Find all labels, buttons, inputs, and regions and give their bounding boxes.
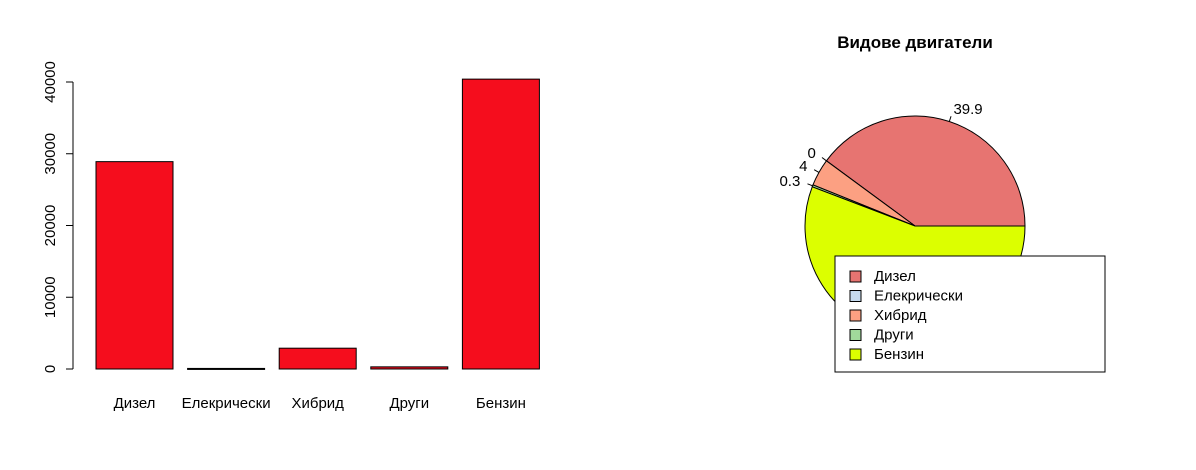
bar-series: [95, 78, 540, 370]
bar-chart: 0 10000 20000 30000 40000 Дизел Елекрически Хи…: [42, 61, 540, 412]
legend-swatch: [849, 348, 862, 361]
slice-label-leader: [948, 116, 952, 122]
y-tick-label: 0: [42, 365, 59, 373]
x-category-label: Хибрид: [291, 395, 344, 412]
bar-y-axis: 0 10000 20000 30000 40000: [42, 61, 74, 373]
legend-label: Елекрически: [874, 288, 963, 305]
y-tick-label: 30000: [42, 133, 59, 175]
legend-swatch: [849, 309, 862, 322]
legend-label: Дизел: [874, 268, 916, 285]
legend-swatch: [849, 270, 862, 283]
y-tick-label: 10000: [42, 276, 59, 318]
pie-slice-label: 0.3: [779, 173, 800, 190]
bar: [370, 366, 449, 370]
x-category-label: Други: [389, 395, 429, 412]
pie-chart: Видове двигатели 39.9 040.3 Дизел Елекриче…: [779, 33, 1106, 373]
legend-label: Други: [874, 327, 914, 344]
x-category-label: Елекрически: [182, 395, 271, 412]
pie-title: Видове двигатели: [837, 33, 993, 52]
legend-label: Хибрид: [874, 307, 927, 324]
pie-legend: Дизел Елекрически Хибрид Други Бензин: [834, 255, 1106, 373]
pie-slice-labels: 39.9 040.3: [779, 101, 982, 190]
legend-box: [834, 255, 1106, 373]
x-category-label: Бензин: [476, 395, 526, 412]
x-category-label: Дизел: [114, 395, 156, 412]
pie-slice-label: 0: [807, 145, 815, 162]
bar: [187, 367, 266, 370]
y-tick-label: 20000: [42, 205, 59, 247]
slice-label-leader: [813, 169, 820, 173]
pie-slice-label: 4: [799, 158, 807, 175]
y-tick-label: 40000: [42, 61, 59, 103]
pie-slice: [825, 115, 1026, 227]
bar: [278, 347, 357, 370]
bar: [461, 78, 540, 370]
legend-label: Бензин: [874, 346, 924, 363]
bar: [95, 161, 174, 370]
slice-label-leader: [821, 157, 827, 162]
legend-swatch: [849, 290, 862, 302]
pie-slice-label: 39.9: [953, 101, 982, 118]
bar-category-labels: Дизел Елекрически Хибрид Други Бензин: [114, 395, 526, 412]
legend-swatch: [849, 329, 862, 341]
slice-label-leader: [807, 183, 813, 187]
